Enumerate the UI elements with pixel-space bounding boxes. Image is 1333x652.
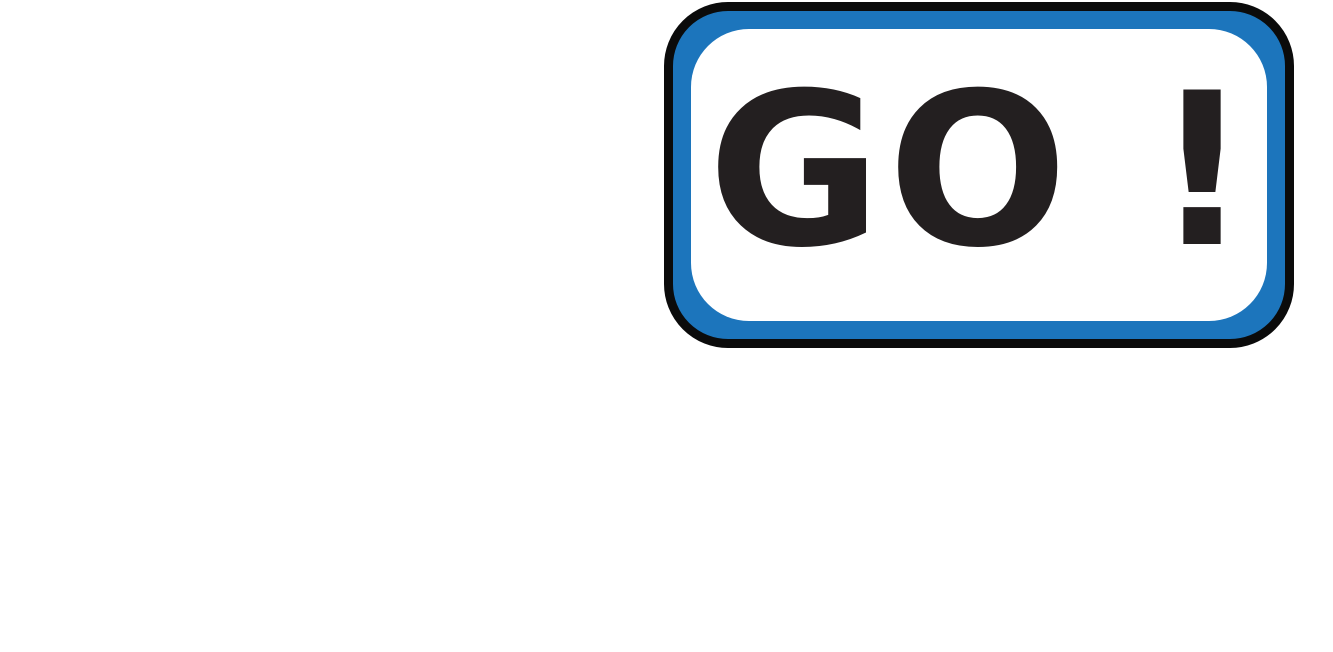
go-button-face[interactable]: GO ! [691,29,1267,321]
go-button-label: GO ! [707,47,1257,294]
go-button[interactable]: GO ! [664,2,1294,348]
